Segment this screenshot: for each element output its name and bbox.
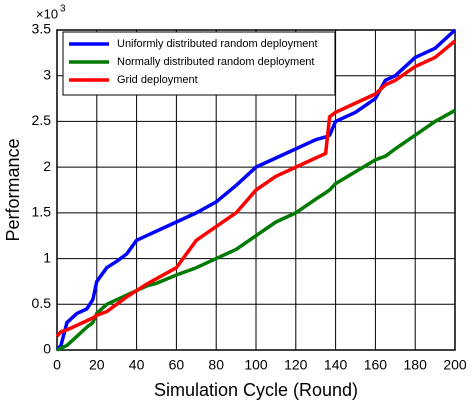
series-line bbox=[56, 108, 456, 352]
x-tick-label: 160 bbox=[364, 357, 388, 373]
legend-label: Uniformly distributed random deployment bbox=[117, 38, 318, 50]
y-tick-label: 1.5 bbox=[32, 204, 52, 220]
x-tick-label: 20 bbox=[89, 357, 105, 373]
y-scale-label: ×10 bbox=[36, 6, 58, 21]
x-tick-label: 100 bbox=[244, 357, 268, 373]
legend-label: Grid deployment bbox=[117, 74, 198, 86]
x-tick-label: 80 bbox=[208, 357, 224, 373]
y-tick-label: 2.5 bbox=[32, 112, 52, 128]
plot-frame bbox=[56, 29, 456, 351]
x-axis-label: Simulation Cycle (Round) bbox=[154, 380, 358, 400]
x-tick-label: 40 bbox=[129, 357, 145, 373]
x-tick-label: 180 bbox=[404, 357, 428, 373]
y-tick-label: 0.5 bbox=[32, 295, 52, 311]
y-scale-exponent: 3 bbox=[60, 4, 66, 15]
y-tick-label: 1 bbox=[43, 249, 51, 265]
x-tick-label: 200 bbox=[443, 357, 467, 373]
series-line bbox=[55, 39, 457, 338]
y-axis-label: Performance bbox=[3, 138, 23, 241]
legend-label: Normally distributed random deployment bbox=[117, 56, 314, 68]
y-tick-label: 3.5 bbox=[32, 21, 52, 37]
x-tick-label: 120 bbox=[284, 357, 308, 373]
x-tick-label: 0 bbox=[53, 357, 61, 373]
series-line bbox=[55, 28, 457, 352]
y-tick-label: 0 bbox=[43, 341, 51, 357]
x-tick-label: 140 bbox=[324, 357, 348, 373]
y-tick-label: 3 bbox=[43, 66, 51, 82]
y-tick-label: 2 bbox=[43, 158, 51, 174]
x-tick-label: 60 bbox=[169, 357, 185, 373]
